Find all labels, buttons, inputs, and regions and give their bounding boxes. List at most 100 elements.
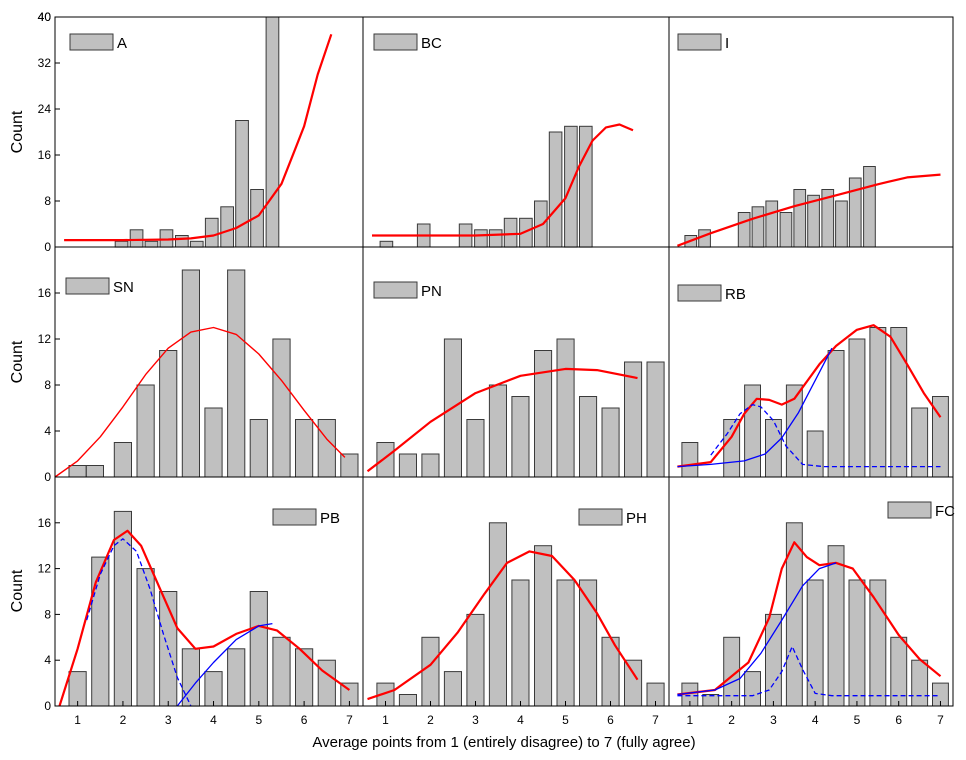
histogram-bar [129,229,144,248]
histogram-bar [249,591,268,707]
x-tick-label: 6 [607,713,614,727]
panel-sn: 0 4 8 12 16 SN [38,269,359,484]
panel-ph: 1 2 3 4 5 6 7 PH [367,508,665,727]
histogram-bar [295,419,314,478]
histogram-bar [227,648,246,707]
component-curve-dashed [710,403,941,468]
histogram-bar [737,212,751,248]
y-tick-label: 16 [38,286,52,300]
histogram-bar [848,338,866,478]
x-tick-label: 3 [165,713,172,727]
histogram-bar [806,579,824,707]
legend-swatch [578,508,623,526]
histogram-bar [466,613,485,707]
x-tick-label: 1 [687,713,694,727]
legend-label: FC [935,503,955,520]
histogram-bar [189,240,204,248]
x-tick-label: 7 [937,713,944,727]
legend-label: PB [320,510,340,527]
histogram-bar [488,229,503,248]
x-tick-label: 5 [255,713,262,727]
histogram-bar [421,636,440,707]
fit-curve [677,324,942,468]
x-axis-label: Average points from 1 (entirely disagree… [312,734,695,751]
histogram-bar [488,522,507,707]
histogram-bar [744,671,761,707]
histogram-bar [204,217,219,248]
fit-curve [58,529,351,707]
legend-label: I [725,35,729,52]
histogram-bar [220,206,235,248]
figure-frame [54,16,954,707]
x-tick-label: 7 [346,713,353,727]
component-curve [176,622,273,707]
legend-swatch [65,277,110,295]
histogram-bar [681,442,699,478]
histogram-bar [601,407,620,478]
x-tick-label: 4 [210,713,217,727]
x-tick-label: 6 [895,713,902,727]
y-tick-label: 0 [44,699,51,713]
histogram-bar [534,545,553,707]
y-axis-label: Count [9,110,26,153]
histogram-bar [827,545,845,707]
histogram-bar [85,465,105,478]
fit-curve [64,33,333,242]
y-tick-label: 40 [38,10,52,24]
fit-curve [372,123,634,237]
histogram-bar [503,217,518,248]
x-tick-label: 1 [382,713,389,727]
histogram-bar [579,396,598,478]
panel-fc: 1 2 3 4 5 6 7 FC [677,501,955,727]
histogram-bar [765,419,782,478]
legend-swatch [887,501,932,519]
histogram-bar [68,465,87,478]
y-tick-label: 0 [44,470,51,484]
legend-swatch [272,508,317,526]
histogram-bar [340,453,359,478]
y-tick-label: 40 [38,10,52,24]
legend-swatch [69,33,114,51]
y-tick-label: 24 [38,102,52,116]
panel-pn: PN [366,281,665,478]
histogram-bar [265,16,280,248]
histogram-bar [68,671,87,707]
histogram-bar [181,269,201,478]
x-tick-label: 3 [472,713,479,727]
histogram-bar [181,648,201,707]
y-tick-label: 12 [38,332,52,346]
y-tick-label: 32 [38,56,52,70]
panel-i: I [677,33,941,248]
x-tick-label: 3 [770,713,777,727]
histogram-bar [534,350,553,478]
histogram-bar [624,659,643,707]
legend-swatch [373,33,418,51]
histogram-bar [204,407,223,478]
component-curve-dashed [86,538,192,707]
y-tick-label: 12 [38,562,52,576]
fit-curve [366,367,638,473]
histogram-bar [793,189,807,248]
legend-label: PH [626,510,647,527]
histogram-bar [835,200,848,248]
histogram-bar [136,384,155,478]
y-tick-label: 16 [38,148,52,162]
histogram-bar [765,200,779,248]
histogram-bar [806,430,824,478]
histogram-bar [488,384,507,478]
histogram-bar [317,659,336,707]
panel-rb: RB [677,284,949,478]
x-tick-label: 2 [427,713,434,727]
legend-label: PN [421,283,442,300]
component-curve [677,347,833,468]
histogram-bar [548,131,563,248]
histogram-bar [379,240,394,248]
panel-bc: BC [372,33,634,248]
fit-curve [677,541,942,696]
y-axis-label: Count [9,569,26,612]
histogram-bar [91,556,110,707]
y-axis-label: Count [9,340,26,383]
histogram-bar [511,396,530,478]
